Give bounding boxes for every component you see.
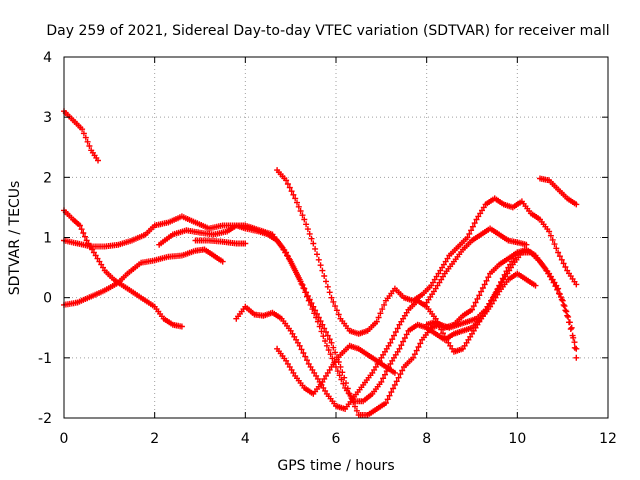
- chart-title: Day 259 of 2021, Sidereal Day-to-day VTE…: [46, 23, 609, 39]
- x-tick-label: 10: [508, 431, 526, 447]
- series-marks: [423, 225, 530, 306]
- data-series: [61, 108, 580, 418]
- axis-ticks: [63, 56, 609, 419]
- x-tick-label: 0: [60, 431, 69, 447]
- series-track-8: [274, 342, 398, 397]
- series-marks: [233, 270, 539, 412]
- series-track-5: [156, 222, 580, 405]
- x-tick-label: 4: [241, 431, 250, 447]
- x-tick-label: 8: [422, 431, 431, 447]
- y-tick-label: -1: [38, 351, 52, 367]
- x-tick-label: 2: [150, 431, 159, 447]
- series-track-12: [537, 175, 580, 208]
- x-tick-label: 6: [332, 431, 341, 447]
- series-track-1: [61, 108, 101, 164]
- x-axis-label: GPS time / hours: [277, 458, 394, 474]
- x-tick-label: 12: [599, 431, 617, 447]
- series-marks: [192, 237, 249, 247]
- y-tick-label: 2: [43, 170, 52, 186]
- y-tick-label: 4: [43, 50, 52, 66]
- y-axis-label: SDTVAR / TECUs: [7, 181, 23, 296]
- series-track-9: [274, 167, 580, 337]
- y-tick-label: -2: [38, 411, 52, 427]
- series-track-7: [233, 270, 539, 412]
- y-tick-label: 3: [43, 110, 52, 126]
- series-marks: [274, 167, 580, 337]
- series-track-10: [423, 249, 521, 331]
- series-marks: [274, 342, 398, 397]
- series-marks: [537, 175, 580, 208]
- series-marks: [423, 249, 521, 331]
- series-marks: [156, 222, 580, 405]
- series-track-6: [192, 237, 249, 247]
- series-track-11: [423, 225, 530, 306]
- y-tick-label: 1: [43, 231, 52, 247]
- x-tick-labels: 0 2 4 6 8 10 12: [60, 431, 617, 447]
- series-marks: [61, 108, 101, 164]
- y-tick-labels: -2 -1 0 1 2 3 4: [38, 50, 52, 427]
- y-tick-label: 0: [43, 291, 52, 307]
